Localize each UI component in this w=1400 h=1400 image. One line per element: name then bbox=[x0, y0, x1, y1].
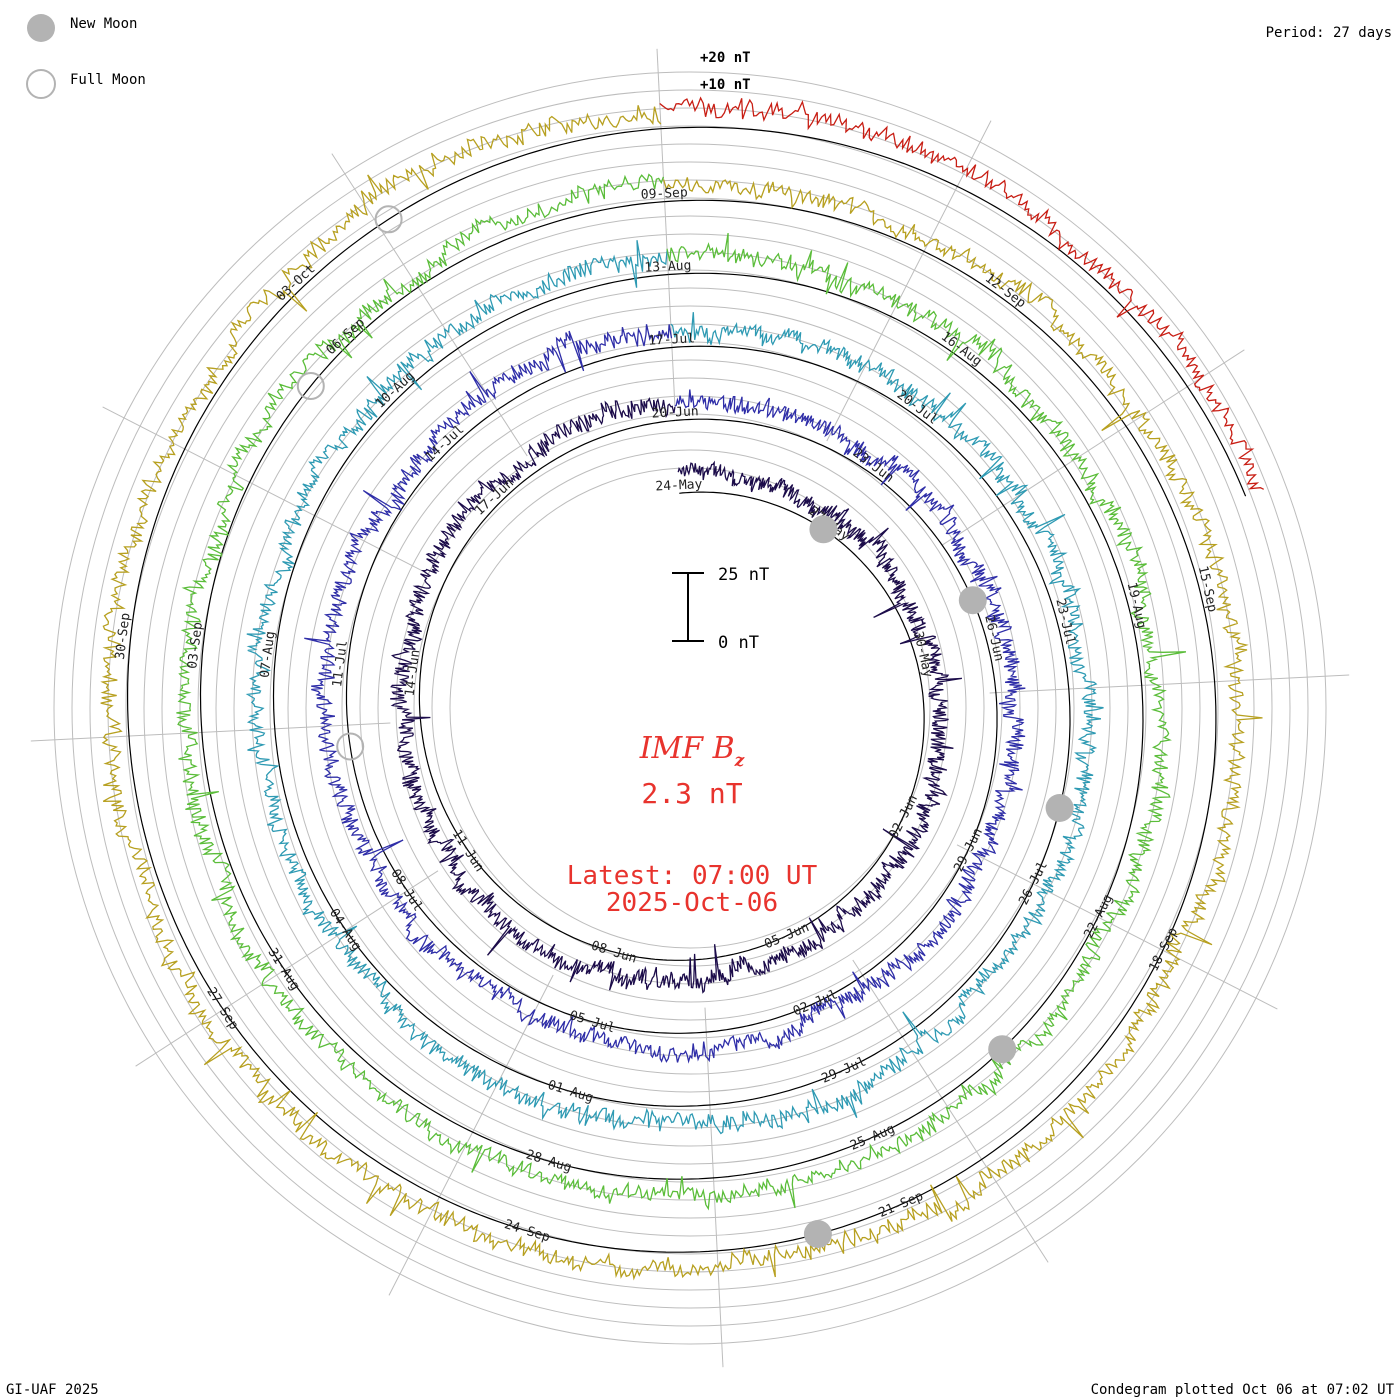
grid-ring bbox=[89, 107, 1291, 1309]
date-label: 27-Sep bbox=[203, 985, 241, 1033]
series-trace bbox=[304, 324, 1026, 1064]
legend-full-moon-label: Full Moon bbox=[70, 72, 146, 88]
center-title: IMF Bz bbox=[639, 731, 745, 771]
grid-spoke bbox=[989, 674, 1350, 694]
date-label: 01-Aug bbox=[546, 1078, 595, 1106]
grid-ring bbox=[179, 197, 1201, 1219]
series-trace bbox=[176, 173, 1187, 1211]
new-moon-marker bbox=[803, 1220, 832, 1248]
full-moon-marker bbox=[374, 205, 403, 234]
grid-ring bbox=[197, 215, 1183, 1201]
grid-spoke bbox=[941, 349, 1245, 546]
grid-ring bbox=[125, 143, 1255, 1273]
series-trace bbox=[659, 96, 1264, 490]
grid-spoke bbox=[30, 722, 391, 742]
moon-markers bbox=[296, 205, 1074, 1248]
footer-credit: GI-UAF 2025 bbox=[6, 1382, 99, 1398]
grid-ring bbox=[251, 269, 1129, 1147]
grid-spoke bbox=[331, 153, 528, 457]
grid-ring bbox=[71, 89, 1309, 1327]
new-moon-marker bbox=[809, 515, 838, 544]
grid-spoke bbox=[102, 406, 424, 572]
date-label: 11-Jul bbox=[330, 640, 351, 688]
grid-ring bbox=[395, 413, 985, 1003]
date-label: 14-Jun bbox=[403, 649, 424, 697]
grid-ring bbox=[269, 287, 1111, 1129]
date-label: 30-Sep bbox=[113, 612, 134, 661]
full-moon-marker bbox=[336, 732, 365, 761]
center-title-subscript: z bbox=[734, 751, 745, 771]
center-value: 2.3 nT bbox=[641, 777, 742, 810]
footer-plotted: Condegram plotted Oct 06 at 07:02 UT bbox=[1091, 1382, 1395, 1398]
new-moon-icon bbox=[27, 14, 55, 42]
grid-spoke bbox=[852, 959, 1049, 1263]
latest-date: 2025-Oct-06 bbox=[606, 888, 778, 918]
new-moon-marker bbox=[988, 1035, 1017, 1064]
full-moon-marker bbox=[296, 372, 325, 400]
new-moon-marker bbox=[1045, 794, 1074, 822]
grid-spoke bbox=[704, 1007, 724, 1368]
latest-time: Latest: 07:00 UT bbox=[567, 861, 818, 891]
baseline-spiral bbox=[127, 128, 1217, 1253]
date-label: 28-Aug bbox=[524, 1147, 573, 1175]
grid-ring bbox=[161, 179, 1219, 1237]
date-label: 09-Sep bbox=[640, 185, 688, 202]
date-label: 18-Sep bbox=[1146, 925, 1181, 974]
ring-grid bbox=[30, 48, 1350, 1368]
date-label: 24-Sep bbox=[502, 1217, 551, 1245]
grid-ring bbox=[341, 359, 1039, 1057]
grid-spoke bbox=[826, 120, 992, 442]
grid-ring bbox=[233, 251, 1147, 1165]
center-title-main: IMF B bbox=[639, 731, 735, 766]
legend-new-moon-label: New Moon bbox=[70, 16, 137, 32]
date-label: 02-Jun bbox=[886, 793, 921, 842]
series-trace bbox=[390, 396, 963, 994]
grid-ring bbox=[413, 431, 967, 985]
series-trace bbox=[100, 105, 1263, 1281]
date-label: 17-Jul bbox=[648, 331, 696, 348]
series-trace bbox=[245, 240, 1104, 1135]
baseline-spiral bbox=[199, 201, 1144, 1180]
grid-ring bbox=[53, 71, 1327, 1345]
date-label: 15-Sep bbox=[1195, 565, 1220, 614]
full-moon-icon bbox=[26, 69, 56, 99]
date-label: 26-Jul bbox=[1016, 859, 1051, 908]
grid-ring bbox=[215, 233, 1165, 1183]
date-label: 20-Jun bbox=[651, 404, 699, 421]
scale-bar bbox=[672, 572, 704, 642]
series-layer bbox=[100, 96, 1264, 1281]
date-label: 20-Jul bbox=[894, 387, 941, 427]
grid-ring bbox=[287, 305, 1093, 1111]
date-label: 10-Aug bbox=[373, 369, 418, 412]
grid-ring bbox=[305, 323, 1075, 1093]
period-label: Period: 27 days bbox=[1266, 25, 1392, 41]
grid-ring bbox=[143, 161, 1237, 1255]
date-label: 08-Jul bbox=[387, 867, 425, 915]
grid-spoke bbox=[656, 48, 676, 409]
scale-label-20nt: +20 nT bbox=[700, 50, 751, 66]
date-label: 03-Sep bbox=[185, 621, 206, 670]
date-label: 24-May bbox=[655, 477, 703, 494]
baseline-spiral bbox=[272, 273, 1071, 1107]
new-moon-marker bbox=[958, 586, 987, 615]
baseline-spiral bbox=[345, 346, 998, 1034]
grid-ring bbox=[359, 377, 1021, 1039]
baseline-spiral bbox=[660, 126, 1247, 497]
date-labels: 24-May27-May30-May02-Jun05-Jun08-Jun11-J… bbox=[113, 185, 1220, 1245]
scale-label-10nt: +10 nT bbox=[700, 77, 751, 93]
grid-spoke bbox=[135, 870, 439, 1067]
grid-spoke bbox=[956, 844, 1278, 1010]
baseline-spiral bbox=[418, 419, 925, 961]
date-label: 21-Sep bbox=[877, 1189, 926, 1221]
grid-spoke bbox=[388, 974, 554, 1296]
date-label: 02-Jul bbox=[791, 987, 840, 1019]
scale-bar-bottom-label: 0 nT bbox=[718, 633, 759, 653]
date-label: 13-Aug bbox=[644, 258, 692, 275]
scale-bar-top-label: 25 nT bbox=[718, 565, 769, 585]
date-label: 07-Aug bbox=[258, 630, 279, 678]
